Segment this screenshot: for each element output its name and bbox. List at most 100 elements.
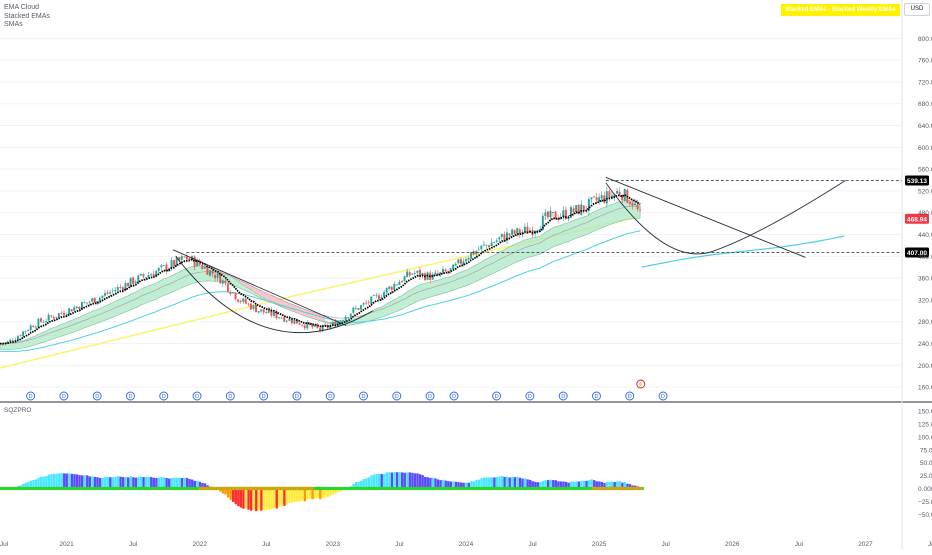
candle-body xyxy=(406,271,409,277)
dividend-circle xyxy=(126,391,135,401)
momentum-bar xyxy=(63,473,66,489)
earnings-circle xyxy=(636,379,646,389)
candle-body xyxy=(634,203,636,206)
candle-body xyxy=(183,256,186,258)
candle xyxy=(224,278,227,286)
candle-body xyxy=(472,251,475,255)
momentum-bar xyxy=(531,481,534,489)
momentum-bar xyxy=(144,476,148,489)
momentum-bar xyxy=(329,488,332,496)
candle-body xyxy=(272,311,275,316)
candle xyxy=(600,191,603,203)
squeeze-dot xyxy=(303,486,306,491)
momentum-bar xyxy=(480,478,483,489)
momentum-bar xyxy=(590,479,593,489)
momentum-bar xyxy=(91,476,94,489)
candle-body xyxy=(278,317,281,319)
momentum-bar xyxy=(73,474,76,489)
dividend-circle xyxy=(592,391,601,401)
currency-button[interactable]: USD xyxy=(904,3,930,16)
squeeze-dot xyxy=(283,486,286,491)
candle xyxy=(32,324,35,328)
momentum-bar xyxy=(308,488,312,499)
candle xyxy=(144,277,147,281)
candle xyxy=(121,285,124,294)
dividend-circle xyxy=(92,391,102,401)
candle xyxy=(408,270,411,278)
squeeze-dot xyxy=(614,486,617,491)
candle xyxy=(29,323,32,332)
momentum-bar xyxy=(360,480,363,489)
candle-body xyxy=(308,322,311,325)
candle xyxy=(344,315,347,322)
squeeze-pro-label[interactable]: SQZPRO xyxy=(4,407,32,414)
momentum-bar xyxy=(147,476,150,489)
momentum-bar xyxy=(595,481,598,489)
candle-body xyxy=(303,325,306,329)
candle-body xyxy=(296,319,298,324)
candle xyxy=(22,331,25,339)
momentum-bar xyxy=(388,472,391,489)
candle-body xyxy=(65,314,68,316)
squeeze-dot xyxy=(262,486,265,491)
candle xyxy=(103,290,106,298)
momentum-bar xyxy=(549,479,552,489)
momentum-bar xyxy=(511,476,514,489)
candle xyxy=(303,323,306,331)
candle xyxy=(73,304,76,312)
candle xyxy=(511,227,514,239)
candle-body xyxy=(593,196,596,198)
candle xyxy=(413,270,416,277)
dividend-marker: D xyxy=(225,391,235,401)
candle-body xyxy=(482,244,485,246)
candle xyxy=(462,258,465,267)
candle-body xyxy=(234,293,237,300)
squeeze-dot xyxy=(285,486,288,491)
momentum-bar xyxy=(173,477,176,489)
candle-body xyxy=(541,215,544,231)
momentum-bar xyxy=(242,488,245,509)
earnings-icon: ⚡ xyxy=(637,381,644,388)
x-tick-label: 2024 xyxy=(459,541,474,548)
momentum-bar xyxy=(22,483,25,489)
candle-body xyxy=(372,295,375,296)
momentum-bar xyxy=(477,479,481,489)
squeeze-dot xyxy=(198,486,201,491)
indicator-ema-cloud[interactable]: EMA Cloud xyxy=(4,4,40,11)
candle-body xyxy=(347,317,350,319)
candle-body xyxy=(206,267,209,275)
momentum-bar xyxy=(80,475,84,489)
price-tag: 468.94 xyxy=(905,213,929,224)
candle xyxy=(98,296,101,305)
candle xyxy=(367,300,370,306)
momentum-bar xyxy=(557,481,560,489)
candle-body xyxy=(208,270,211,276)
momentum-bar xyxy=(311,488,314,500)
candle-body xyxy=(362,303,365,305)
candle-body xyxy=(375,294,378,296)
candle-body xyxy=(57,313,60,317)
momentum-bar xyxy=(372,474,376,489)
candle xyxy=(111,288,114,295)
dividend-circle xyxy=(658,391,668,401)
momentum-bar xyxy=(377,473,381,489)
candle xyxy=(562,206,565,221)
dividend-marker: D xyxy=(359,391,368,401)
indicator-smas[interactable]: SMAs xyxy=(4,21,23,28)
candle xyxy=(467,256,470,261)
momentum-bar xyxy=(306,488,309,500)
candle-body xyxy=(488,245,491,248)
momentum-bar xyxy=(436,479,440,489)
momentum-bar xyxy=(498,476,501,489)
candle xyxy=(39,317,42,323)
dividend-letter: D xyxy=(228,394,232,400)
indicator-stacked-emas[interactable]: Stacked EMAs xyxy=(4,12,50,20)
candle-body xyxy=(257,311,260,313)
candle-body xyxy=(47,314,50,321)
candle-body xyxy=(124,283,127,291)
squeeze-dot xyxy=(203,486,206,491)
momentum-bar xyxy=(165,477,168,489)
candle xyxy=(418,267,421,280)
cup-arc-projection xyxy=(605,180,846,255)
